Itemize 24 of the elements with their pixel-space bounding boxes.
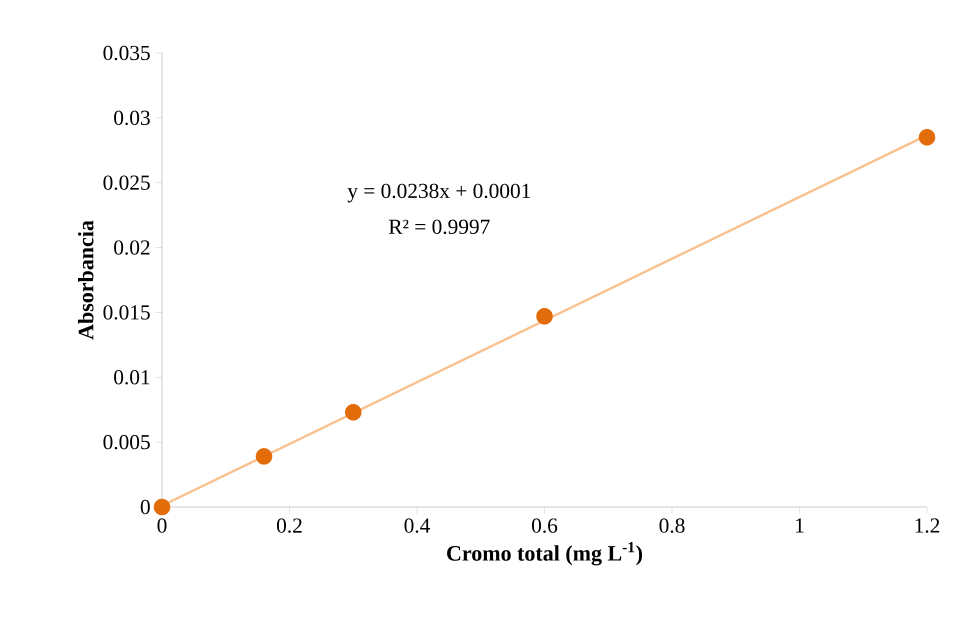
point (256, 448, 272, 465)
y-tick-label: 0.02 (114, 240, 150, 255)
x-tick-label: 0.2 (276, 518, 302, 533)
x-tick-label: 0.6 (532, 518, 558, 533)
point (918, 129, 936, 146)
x-axis-title: Cromo total (mg L$^{-1}$) (447, 542, 642, 566)
point (536, 308, 553, 325)
y-tick-label: 0 (140, 500, 150, 514)
x-tick-label: 1 (796, 518, 804, 532)
annotation: y = 0.0238x + 0.0001 (348, 184, 530, 202)
x-tick-label: 0.8 (659, 518, 685, 533)
y-tick-label: 0.015 (103, 305, 150, 320)
point (344, 404, 362, 421)
y-tick-label: 0.025 (103, 175, 150, 190)
x-tick-label: 1.2 (916, 518, 940, 533)
y-tick-label: 0.035 (103, 46, 150, 60)
x-tick-label: 0.4 (404, 518, 430, 533)
point (154, 498, 170, 516)
y-tick-label: 0.03 (114, 110, 150, 126)
y-tick-label: 0.01 (114, 370, 150, 385)
y-axis-title: Absorbancia (78, 220, 94, 340)
y-tick-label: 0.005 (103, 434, 150, 450)
x-tick-label: 0 (157, 518, 167, 533)
annotation: R² = 0.9997 (388, 220, 490, 234)
